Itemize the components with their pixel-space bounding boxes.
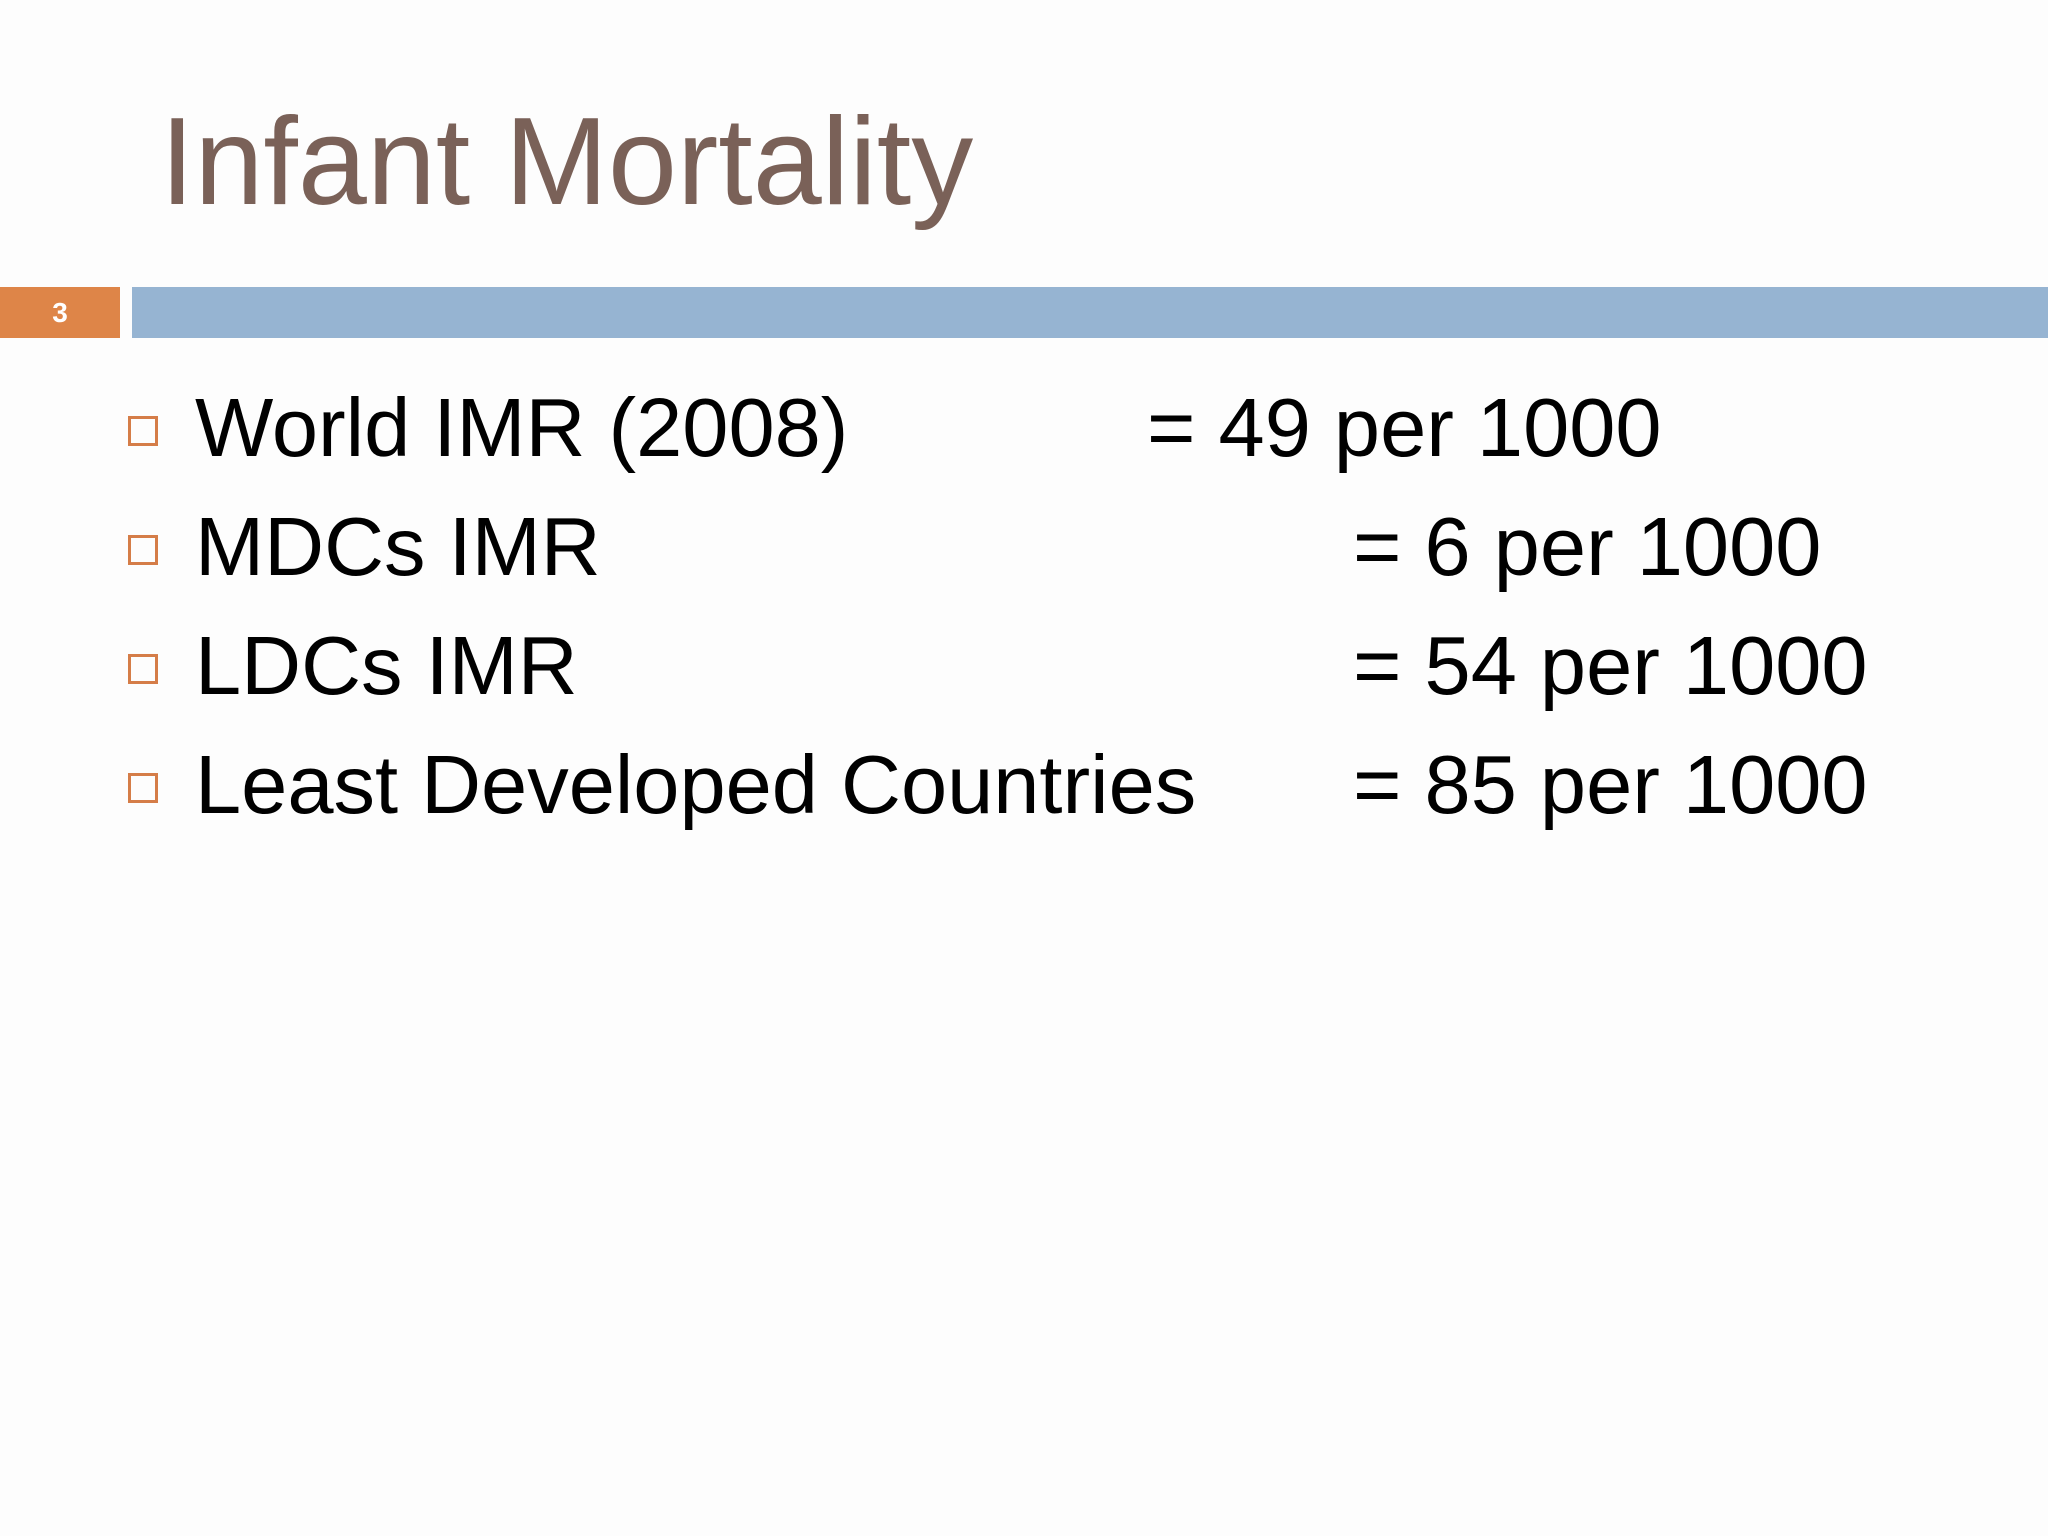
bullet-value: = 49 per 1000 bbox=[1147, 381, 1662, 474]
square-bullet-icon bbox=[128, 416, 158, 446]
bullet-value: = 6 per 1000 bbox=[1353, 500, 1822, 593]
bullet-label: World IMR (2008) bbox=[195, 381, 849, 474]
bullet-value: = 85 per 1000 bbox=[1353, 738, 1868, 831]
bullet-label: MDCs IMR bbox=[195, 500, 601, 593]
square-bullet-icon bbox=[128, 773, 158, 803]
slide-title: Infant Mortality bbox=[160, 93, 974, 231]
title-divider-bar bbox=[132, 287, 2048, 338]
bullet-label: LDCs IMR bbox=[195, 619, 578, 712]
bullet-item-least-developed: Least Developed Countries = 85 per 1000 bbox=[0, 737, 2048, 847]
bullet-item-world-imr: World IMR (2008) = 49 per 1000 bbox=[0, 380, 2048, 490]
bullet-item-ldcs-imr: LDCs IMR = 54 per 1000 bbox=[0, 618, 2048, 728]
square-bullet-icon bbox=[128, 654, 158, 684]
slide-number-badge: 3 bbox=[0, 287, 120, 338]
bullet-item-mdcs-imr: MDCs IMR = 6 per 1000 bbox=[0, 499, 2048, 609]
square-bullet-icon bbox=[128, 535, 158, 565]
bullet-label: Least Developed Countries bbox=[195, 738, 1197, 831]
bullet-value: = 54 per 1000 bbox=[1353, 619, 1868, 712]
